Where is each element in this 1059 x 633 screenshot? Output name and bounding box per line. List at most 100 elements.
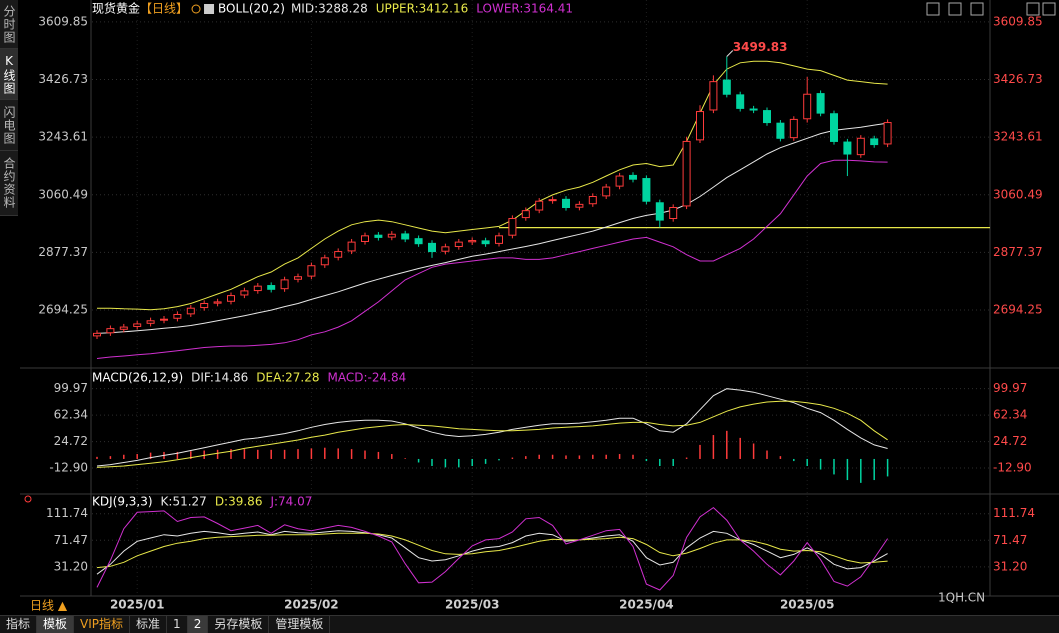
candle-body: [535, 200, 544, 211]
y-tick-label-right: 71.47: [993, 533, 1027, 547]
background: [20, 0, 1059, 614]
candle-body: [495, 235, 503, 244]
x-tick-label: 2025/01: [110, 598, 164, 612]
candle-body: [776, 122, 785, 139]
candle-body: [387, 233, 396, 238]
candle-body: [334, 251, 343, 258]
macd-line: [96, 400, 888, 468]
kdj-line: [96, 506, 889, 591]
high-marker: [726, 50, 734, 57]
y-tick-label: 2694.25: [38, 303, 88, 317]
bollinger-line: [97, 60, 888, 311]
y-tick-label: 31.20: [54, 559, 88, 573]
settings-dot[interactable]: [24, 495, 32, 503]
y-tick-label-right: 2877.37: [993, 245, 1043, 259]
candle-body: [227, 295, 235, 302]
candle-body: [843, 141, 852, 155]
candle-body: [307, 265, 316, 277]
candle-body: [240, 290, 249, 296]
tab[interactable]: 指标: [0, 616, 38, 633]
candle-body: [119, 326, 128, 330]
legend-text: LOWER:3164.41: [476, 2, 573, 16]
tab[interactable]: 管理模板: [269, 616, 331, 633]
tab[interactable]: 2: [187, 616, 209, 633]
candle-body: [320, 257, 329, 266]
candle-body: [521, 210, 530, 219]
candle-body: [588, 195, 597, 205]
bollinger-line: [96, 122, 888, 334]
candle-body: [642, 178, 651, 202]
y-tick-label-right: 31.20: [993, 559, 1027, 573]
legend-text: DEA:27.28: [256, 371, 319, 385]
y-tick-label-right: 3609.85: [993, 14, 1043, 28]
candle-body: [106, 328, 115, 334]
candle-body: [414, 238, 423, 245]
indicator-icon: [204, 4, 215, 14]
y-tick-label-right: 99.97: [993, 381, 1027, 395]
side-tab[interactable]: 合约资料: [0, 151, 18, 216]
kdj-line: [96, 532, 888, 569]
chart-period: 【日线】: [140, 2, 188, 16]
y-tick-label: -12.90: [49, 461, 88, 475]
candle-body: [655, 202, 664, 221]
candle-body: [722, 79, 731, 95]
legend-text: KDJ(9,3,3): [92, 495, 153, 509]
high-label: 3499.83: [733, 40, 788, 54]
candle-body: [602, 186, 611, 197]
indicator-name: BOLL(20,2): [218, 2, 285, 16]
y-tick-label: 111.74: [46, 506, 88, 520]
candle-body: [562, 198, 570, 209]
bottom-tabs: 指标 模板 VIP指标 标准 1 2 另存模板 管理模板: [0, 615, 1059, 633]
candle-body: [548, 199, 557, 202]
candle-body: [615, 175, 624, 187]
y-tick-label: 3426.73: [38, 72, 88, 86]
icon[interactable]: [948, 2, 962, 16]
x-tick-label: 2025/04: [619, 598, 673, 612]
candle-body: [160, 318, 168, 321]
side-tab[interactable]: 闪电图: [0, 100, 18, 151]
candle-body: [280, 279, 289, 290]
candle-body: [682, 140, 691, 207]
tab[interactable]: 模板: [37, 616, 75, 633]
candle-body: [186, 307, 195, 315]
candle-body: [575, 203, 584, 208]
candle-body: [146, 320, 155, 324]
add-icon: [191, 4, 201, 14]
candle-body: [736, 94, 745, 109]
icon[interactable]: [926, 2, 940, 16]
period-button[interactable]: 日线 ▲: [30, 599, 68, 613]
tab[interactable]: 1: [167, 616, 188, 633]
candle-body: [361, 235, 369, 242]
candle-body: [481, 240, 490, 245]
macd-line: [96, 388, 888, 467]
icon[interactable]: [1026, 2, 1040, 16]
side-tab[interactable]: 分时图: [0, 0, 18, 49]
legend-text: J:74.07: [269, 495, 312, 509]
candle-body: [401, 233, 410, 240]
y-tick-label-right: 111.74: [993, 506, 1035, 520]
candle-body: [883, 122, 892, 145]
candle-body: [267, 285, 276, 290]
icon[interactable]: [970, 2, 984, 16]
icon[interactable]: [1042, 2, 1056, 16]
candle-body: [830, 113, 838, 142]
candle-body: [93, 332, 101, 337]
y-tick-label-right: 2694.25: [993, 303, 1043, 317]
x-tick-label: 2025/02: [284, 598, 338, 612]
candle-body: [763, 110, 771, 124]
y-tick-label: 3060.49: [38, 187, 88, 201]
candle-body: [669, 207, 678, 220]
y-tick-label-right: -12.90: [993, 461, 1032, 475]
candle-body: [870, 138, 879, 146]
candle-body: [508, 218, 517, 236]
legend-text: MACD(26,12,9): [92, 371, 183, 385]
side-tab[interactable]: K线图: [0, 49, 18, 100]
tab[interactable]: 标准: [130, 616, 168, 633]
legend-text: UPPER:3412.16: [376, 2, 468, 16]
tab[interactable]: 另存模板: [208, 616, 270, 633]
candle-body: [696, 111, 704, 141]
y-tick-label: 24.72: [54, 434, 88, 448]
y-tick-label-right: 3426.73: [993, 72, 1043, 86]
tab[interactable]: VIP指标: [74, 616, 131, 633]
